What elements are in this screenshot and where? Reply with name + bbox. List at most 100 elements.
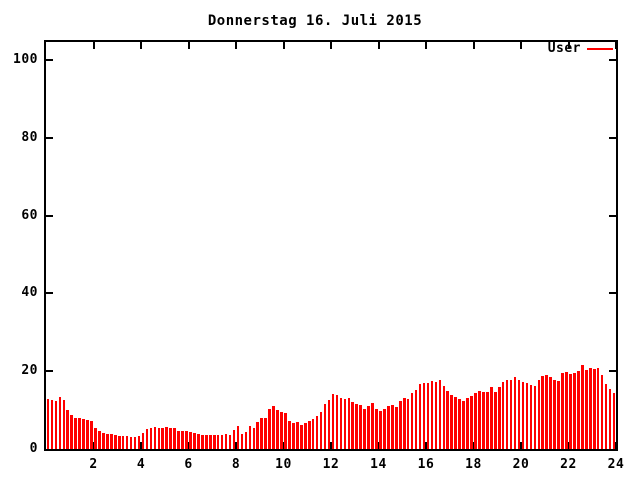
bar [478,390,481,449]
bar [189,431,192,449]
bar [272,406,275,449]
bar [70,415,74,449]
x-tick-top [567,42,570,49]
x-tick-bottom [472,442,475,449]
bar [288,421,291,449]
bar [137,435,141,449]
bar [509,380,513,449]
bar [331,393,335,449]
x-tick-label: 12 [322,457,340,472]
y-tick-right [609,370,616,373]
x-tick-label: 16 [417,457,435,472]
bar [588,368,592,449]
bar [149,427,153,449]
bar [442,385,446,449]
bar [541,375,545,449]
x-tick-label: 20 [512,457,530,472]
bar [565,371,568,449]
bar [62,400,66,449]
bar [220,434,224,449]
bar [173,428,176,449]
legend: User [548,41,613,57]
x-tick-bottom [282,442,285,449]
bar [434,382,438,449]
x-tick-bottom [140,442,142,449]
bar [395,407,398,449]
bar [157,427,161,449]
bar [300,424,303,449]
bar [406,399,410,449]
x-tick-label: 18 [465,457,482,472]
x-tick-top [92,42,95,49]
bar [391,405,394,449]
x-tick-label: 24 [607,457,625,472]
bar [521,381,525,449]
bar [315,416,319,449]
bar [577,371,580,449]
y-tick-label: 20 [21,363,38,379]
x-tick-label: 4 [136,457,146,472]
x-tick-top [520,42,522,49]
bar [161,427,165,449]
bar [339,398,343,449]
bar [387,406,390,449]
x-tick-top [235,42,237,49]
bar [458,398,461,449]
y-tick-label: 0 [29,441,38,456]
bar [185,430,188,449]
x-tick-bottom [92,442,95,449]
bar [201,434,204,449]
bar [355,403,359,449]
bar [398,401,402,449]
bar [125,435,129,449]
bar [307,420,311,449]
bar [153,426,157,449]
y-tick-left [46,136,53,139]
bar [359,405,362,449]
bar [537,380,541,449]
x-tick-bottom [615,442,617,449]
bar [268,408,271,449]
bar [549,377,552,449]
bar [612,393,616,449]
y-tick-left [46,370,53,373]
bar [82,418,85,449]
bar [327,400,331,449]
bar [284,412,287,449]
bar [379,410,382,449]
y-tick-label: 40 [21,285,38,301]
bar [216,434,220,449]
bar [501,381,505,449]
bar [292,422,295,449]
bar [319,412,323,449]
bar [205,434,208,449]
x-tick-label: 8 [231,457,241,472]
bar [573,372,576,449]
x-tick-top [140,42,142,49]
x-tick-bottom [330,442,332,449]
bar [133,436,137,449]
bar [74,417,77,449]
bar [347,398,351,449]
x-tick-label: 2 [89,457,98,472]
bar [113,435,117,449]
y-tick-label: 100 [13,52,38,67]
bar [486,391,489,449]
bar [86,419,89,449]
bar [608,389,612,449]
bar [402,398,406,449]
bar [482,391,485,449]
bar [66,409,70,449]
x-tick-top [330,42,332,49]
bar [197,433,200,449]
bar [335,395,339,449]
x-tick-label: 10 [275,457,292,472]
y-tick-right [609,136,616,139]
bar [260,418,264,449]
bar [533,386,537,449]
bar [169,427,172,449]
x-tick-label: 22 [560,457,577,472]
bar [54,401,58,449]
bar [165,426,169,449]
bar [208,434,212,449]
